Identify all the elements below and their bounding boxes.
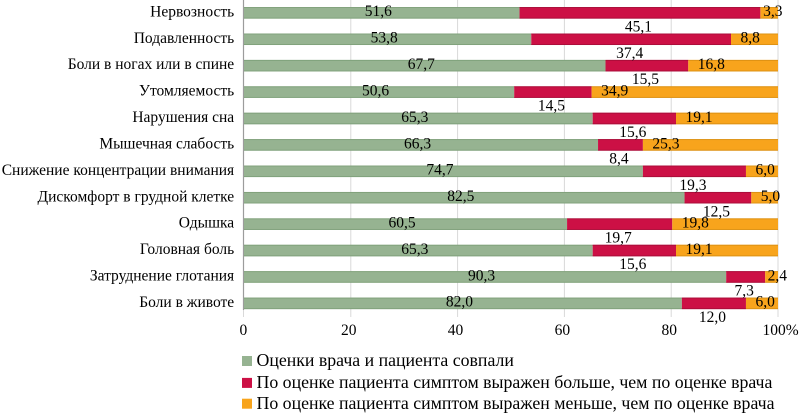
- svg-text:60: 60: [555, 322, 571, 339]
- svg-text:45,1: 45,1: [625, 18, 652, 35]
- svg-text:Головная боль: Головная боль: [140, 241, 234, 258]
- svg-text:Боли в ногах или в спине: Боли в ногах или в спине: [68, 56, 235, 73]
- svg-text:Подавленность: Подавленность: [134, 30, 234, 47]
- svg-text:5,0: 5,0: [761, 188, 781, 205]
- svg-text:16,8: 16,8: [698, 56, 725, 73]
- svg-text:6,0: 6,0: [755, 294, 775, 311]
- svg-text:12,5: 12,5: [703, 203, 730, 220]
- svg-text:Нарушения сна: Нарушения сна: [132, 109, 234, 126]
- svg-text:65,3: 65,3: [401, 241, 428, 258]
- svg-text:14,5: 14,5: [538, 98, 565, 115]
- svg-text:65,3: 65,3: [401, 109, 428, 126]
- svg-text:19,7: 19,7: [605, 230, 632, 247]
- svg-text:Дискомфорт в грудной клетке: Дискомфорт в грудной клетке: [38, 188, 235, 205]
- svg-text:Затруднение глотания: Затруднение глотания: [90, 268, 234, 285]
- svg-text:53,8: 53,8: [371, 30, 398, 47]
- svg-text:15,5: 15,5: [632, 71, 659, 88]
- svg-text:Мышечная слабость: Мышечная слабость: [99, 135, 234, 152]
- svg-text:67,7: 67,7: [408, 56, 435, 73]
- svg-text:80: 80: [661, 322, 677, 339]
- svg-text:Утомляемость: Утомляемость: [139, 83, 234, 100]
- svg-text:50,6: 50,6: [362, 82, 389, 99]
- svg-text:По оценке пациента симптом выр: По оценке пациента симптом выражен больш…: [257, 372, 773, 392]
- svg-text:Одышка: Одышка: [179, 215, 235, 232]
- svg-text:19,1: 19,1: [686, 241, 713, 258]
- svg-text:51,6: 51,6: [365, 3, 392, 20]
- svg-text:19,3: 19,3: [679, 177, 706, 194]
- svg-text:6,0: 6,0: [755, 162, 775, 179]
- svg-text:90,3: 90,3: [468, 267, 495, 284]
- svg-text:40: 40: [448, 322, 464, 339]
- svg-text:15,6: 15,6: [619, 256, 646, 273]
- svg-text:74,7: 74,7: [426, 162, 453, 179]
- svg-text:19,1: 19,1: [686, 109, 713, 126]
- svg-text:3,3: 3,3: [763, 3, 783, 20]
- svg-text:По оценке пациента симптом выр: По оценке пациента симптом выражен меньш…: [257, 393, 775, 413]
- svg-text:7,3: 7,3: [735, 283, 755, 300]
- svg-text:20: 20: [341, 322, 357, 339]
- svg-text:8,8: 8,8: [741, 30, 761, 47]
- svg-text:37,4: 37,4: [616, 45, 643, 62]
- svg-text:19,8: 19,8: [682, 214, 709, 231]
- svg-text:8,4: 8,4: [609, 150, 629, 167]
- svg-text:34,9: 34,9: [601, 82, 628, 99]
- svg-text:Боли в животе: Боли в животе: [139, 294, 234, 311]
- svg-text:12,0: 12,0: [699, 309, 726, 326]
- svg-text:2,4: 2,4: [768, 267, 788, 284]
- svg-text:66,3: 66,3: [404, 135, 431, 152]
- svg-text:15,6: 15,6: [619, 124, 646, 141]
- svg-text:100%: 100%: [763, 322, 799, 339]
- svg-text:60,5: 60,5: [388, 214, 415, 231]
- svg-text:Снижение концентрации внимания: Снижение концентрации внимания: [2, 162, 234, 179]
- svg-text:82,5: 82,5: [447, 188, 474, 205]
- svg-text:25,3: 25,3: [652, 135, 679, 152]
- svg-text:82,0: 82,0: [446, 294, 473, 311]
- svg-text:0: 0: [240, 322, 248, 339]
- svg-text:Нервозность: Нервозность: [150, 3, 234, 20]
- svg-text:Оценки врача и пациента совпал: Оценки врача и пациента совпали: [257, 350, 515, 370]
